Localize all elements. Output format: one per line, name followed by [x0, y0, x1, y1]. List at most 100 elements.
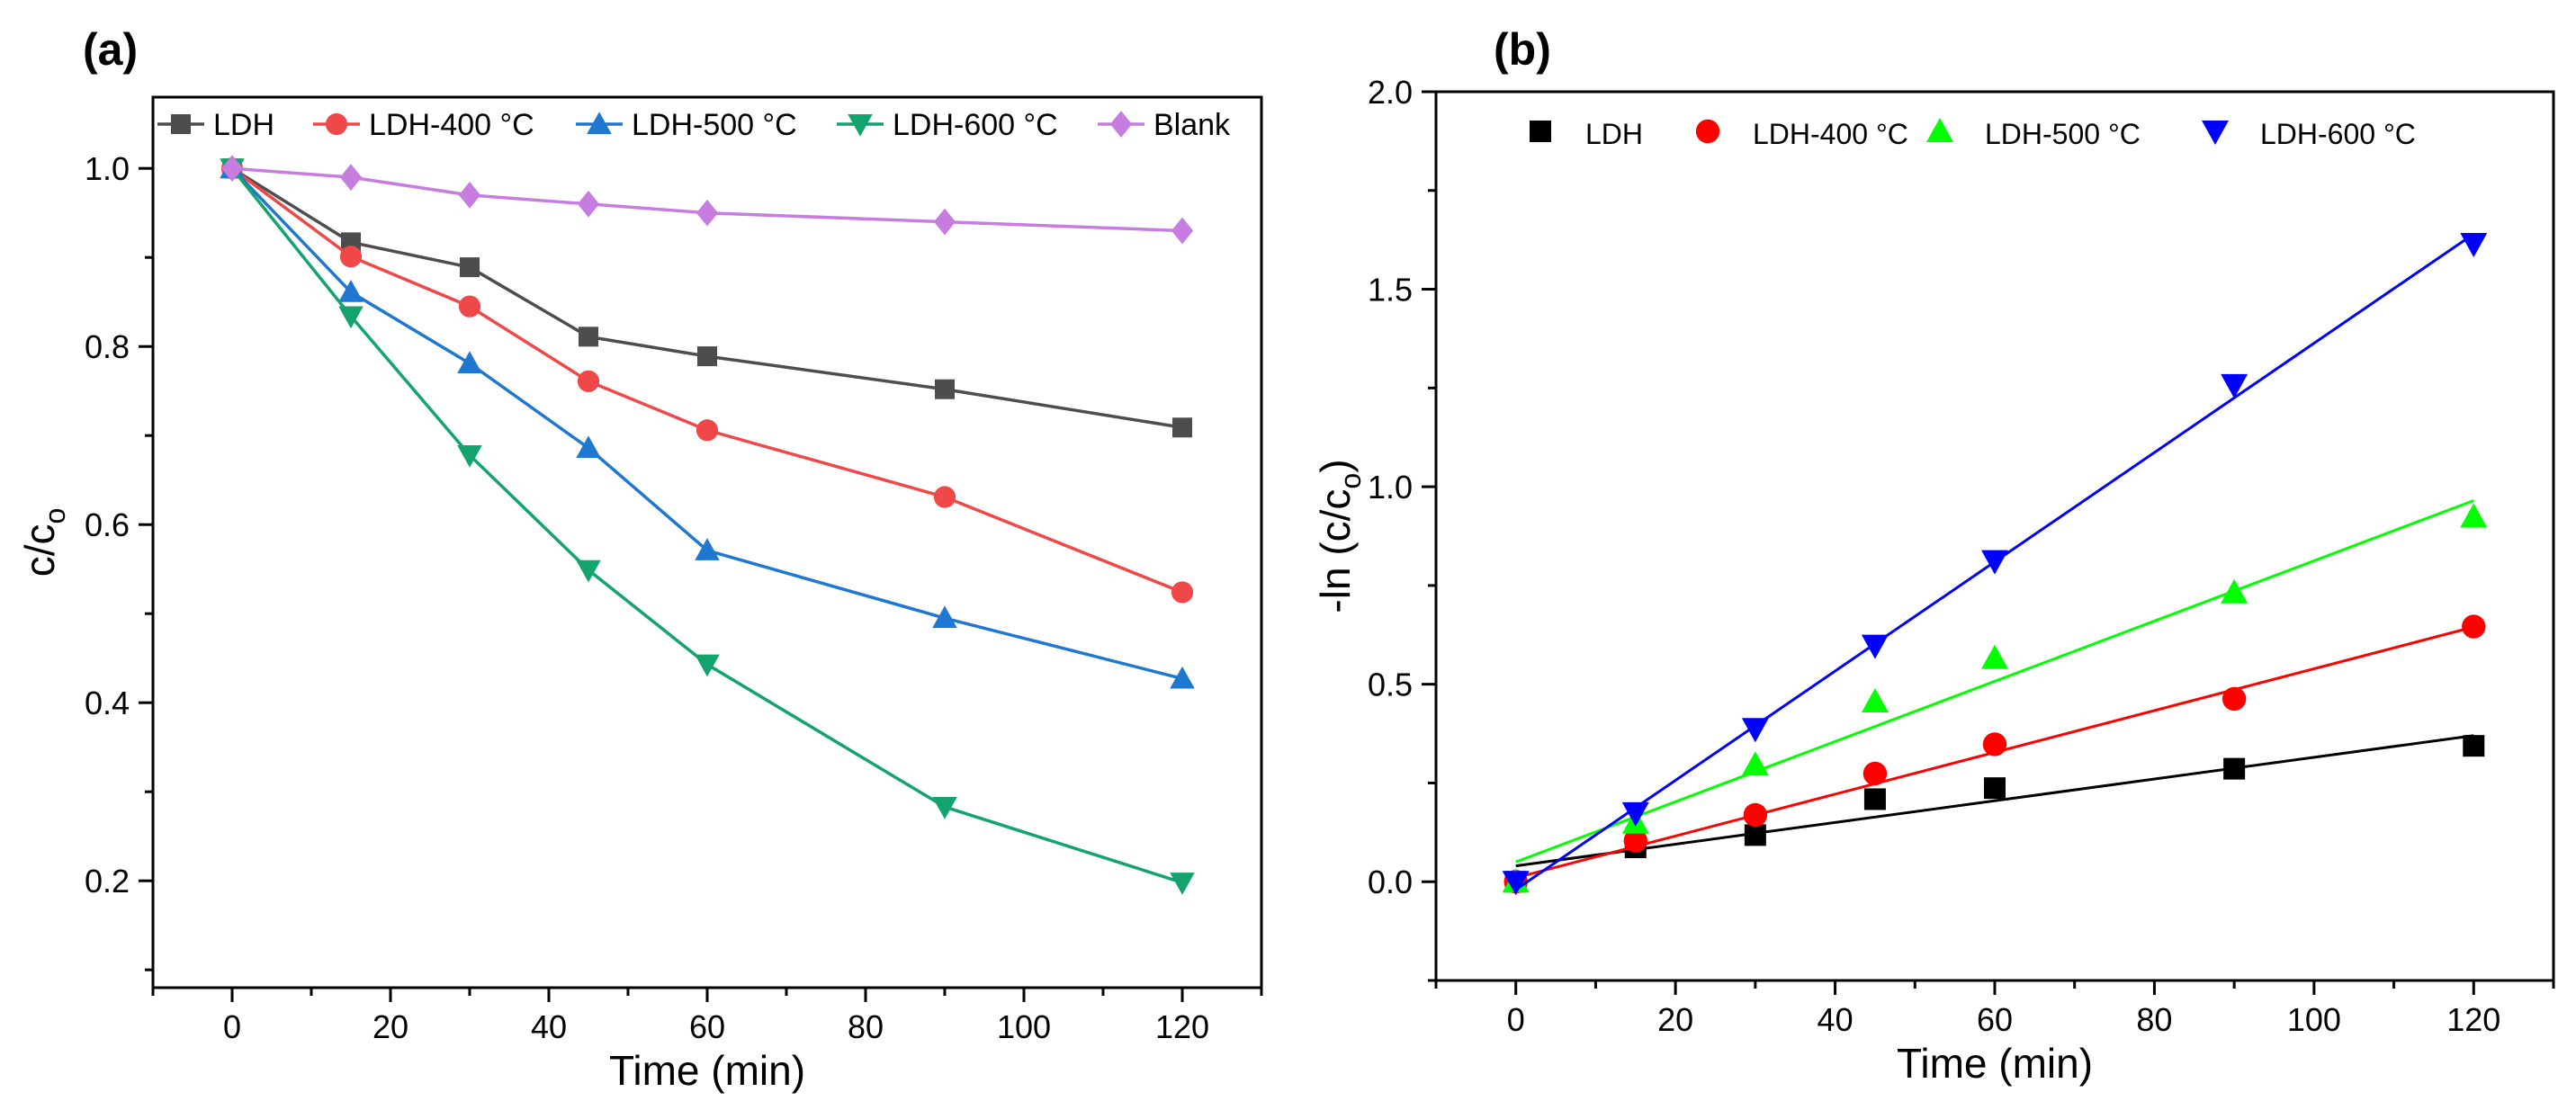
- data-point: [1172, 417, 1192, 438]
- data-point: [577, 370, 600, 392]
- legend-marker: [1926, 118, 1953, 142]
- data-point: [576, 435, 601, 459]
- series-ldh-600-c: [220, 158, 1195, 895]
- series-ldh: [1504, 734, 2485, 893]
- data-point: [1862, 761, 1888, 786]
- x-tick-label: 80: [2136, 1001, 2172, 1038]
- x-tick-label: 20: [1657, 1001, 1693, 1038]
- fit-line: [1515, 499, 2474, 864]
- y-tick-label: 0.8: [85, 328, 130, 365]
- data-point: [457, 444, 482, 468]
- legend-label: LDH: [213, 108, 274, 142]
- legend-item: Blank: [1098, 108, 1231, 142]
- x-tick-label: 120: [2446, 1001, 2500, 1038]
- data-point: [1171, 217, 1194, 245]
- legend: LDH LDH-400 °C LDH-500 °C LDH-600 °C: [1530, 118, 2416, 150]
- y-tick-label: 0.0: [1368, 864, 1413, 900]
- data-point: [1981, 550, 2008, 575]
- y-axis-title: c/co: [16, 508, 71, 577]
- data-point: [1621, 801, 1649, 827]
- data-point: [932, 797, 957, 819]
- data-point: [1170, 873, 1195, 895]
- data-point: [2221, 373, 2248, 398]
- data-point: [1171, 581, 1194, 604]
- x-tick-label: 40: [531, 1008, 567, 1045]
- data-point: [1982, 732, 2007, 756]
- series-blank: [220, 155, 1194, 245]
- legend-label: LDH-400 °C: [1753, 118, 1908, 150]
- data-point: [1861, 687, 1889, 712]
- data-point: [2460, 233, 2488, 258]
- data-point: [220, 155, 244, 183]
- legend-label: LDH-600 °C: [893, 108, 1058, 142]
- data-point: [339, 246, 363, 268]
- data-point: [458, 295, 481, 318]
- data-point: [933, 486, 956, 508]
- data-point: [458, 182, 481, 209]
- legend-item: LDH-400 °C: [1695, 118, 1908, 150]
- series-ldh-500-c: [220, 156, 1195, 689]
- legend-marker: [1695, 119, 1720, 144]
- x-axis-title: Time (min): [1897, 1040, 2093, 1087]
- legend-marker: [848, 114, 873, 137]
- plot-frame: [1434, 90, 2555, 982]
- data-point: [696, 199, 719, 227]
- y-tick-label: 1.0: [1368, 469, 1413, 506]
- data-point: [1744, 824, 1766, 846]
- legend-marker: [171, 114, 191, 134]
- legend-item: LDH-500 °C: [1926, 118, 2141, 150]
- data-point: [695, 654, 720, 677]
- data-point: [579, 327, 598, 347]
- data-point: [1984, 777, 2006, 800]
- x-tick-label: 80: [848, 1008, 884, 1045]
- y-tick-label: 0.6: [85, 506, 130, 543]
- y-tick-label: 0.5: [1368, 667, 1413, 703]
- data-point: [2462, 614, 2486, 639]
- x-tick-label: 40: [1818, 1001, 1853, 1038]
- data-point: [697, 346, 717, 367]
- data-point: [1981, 644, 2008, 669]
- data-point: [935, 379, 955, 399]
- legend-item: LDH-500 °C: [576, 108, 797, 142]
- data-point: [576, 559, 601, 583]
- legend-label: LDH-500 °C: [632, 108, 797, 142]
- legend-item: LDH: [157, 108, 274, 142]
- series-line: [230, 166, 1183, 595]
- data-point: [1743, 802, 1768, 828]
- data-point: [695, 538, 720, 560]
- data-point: [1623, 828, 1647, 853]
- data-point: [457, 351, 482, 374]
- data-point: [1502, 871, 1530, 896]
- chart-panel-a: 0 20 40 60 80 100 120 0.2 0.4 0.6 0.8 1.0 Time (min)…: [16, 95, 1263, 1094]
- data-point: [696, 419, 719, 442]
- data-point: [1741, 718, 1769, 743]
- data-point: [2221, 686, 2247, 712]
- y-tick-label: 1.0: [85, 150, 130, 187]
- x-tick-label: 120: [1155, 1008, 1209, 1045]
- x-tick-label: 100: [2287, 1001, 2341, 1038]
- legend-label: LDH-400 °C: [369, 108, 534, 142]
- x-tick-label: 0: [223, 1008, 241, 1045]
- data-point: [932, 605, 957, 629]
- legend-marker: [2202, 121, 2229, 145]
- panel-label-a: (a): [83, 24, 139, 75]
- legend-label: LDH-600 °C: [2260, 118, 2416, 150]
- series-line: [230, 167, 1183, 884]
- legend-marker: [587, 112, 612, 134]
- data-point: [1863, 788, 1886, 810]
- panel-label-b: (b): [1494, 24, 1551, 75]
- x-tick-label: 0: [1507, 1001, 1525, 1038]
- fit-line: [1515, 734, 2474, 868]
- data-point: [339, 164, 363, 191]
- legend-label: LDH: [1585, 118, 1643, 150]
- legend-marker: [325, 112, 348, 136]
- data-point: [460, 257, 480, 278]
- data-point: [2223, 757, 2246, 780]
- legend-item: LDH: [1530, 118, 1643, 150]
- y-axis-title: -ln (c/co): [1312, 459, 1367, 613]
- data-point: [1741, 751, 1769, 776]
- chart-panel-b: 0 20 40 60 80 100 120 0.0 0.5 1.0 1.5 2.0 Time (min)…: [1312, 74, 2555, 1087]
- legend-label: Blank: [1153, 108, 1231, 142]
- data-point: [1861, 634, 1889, 659]
